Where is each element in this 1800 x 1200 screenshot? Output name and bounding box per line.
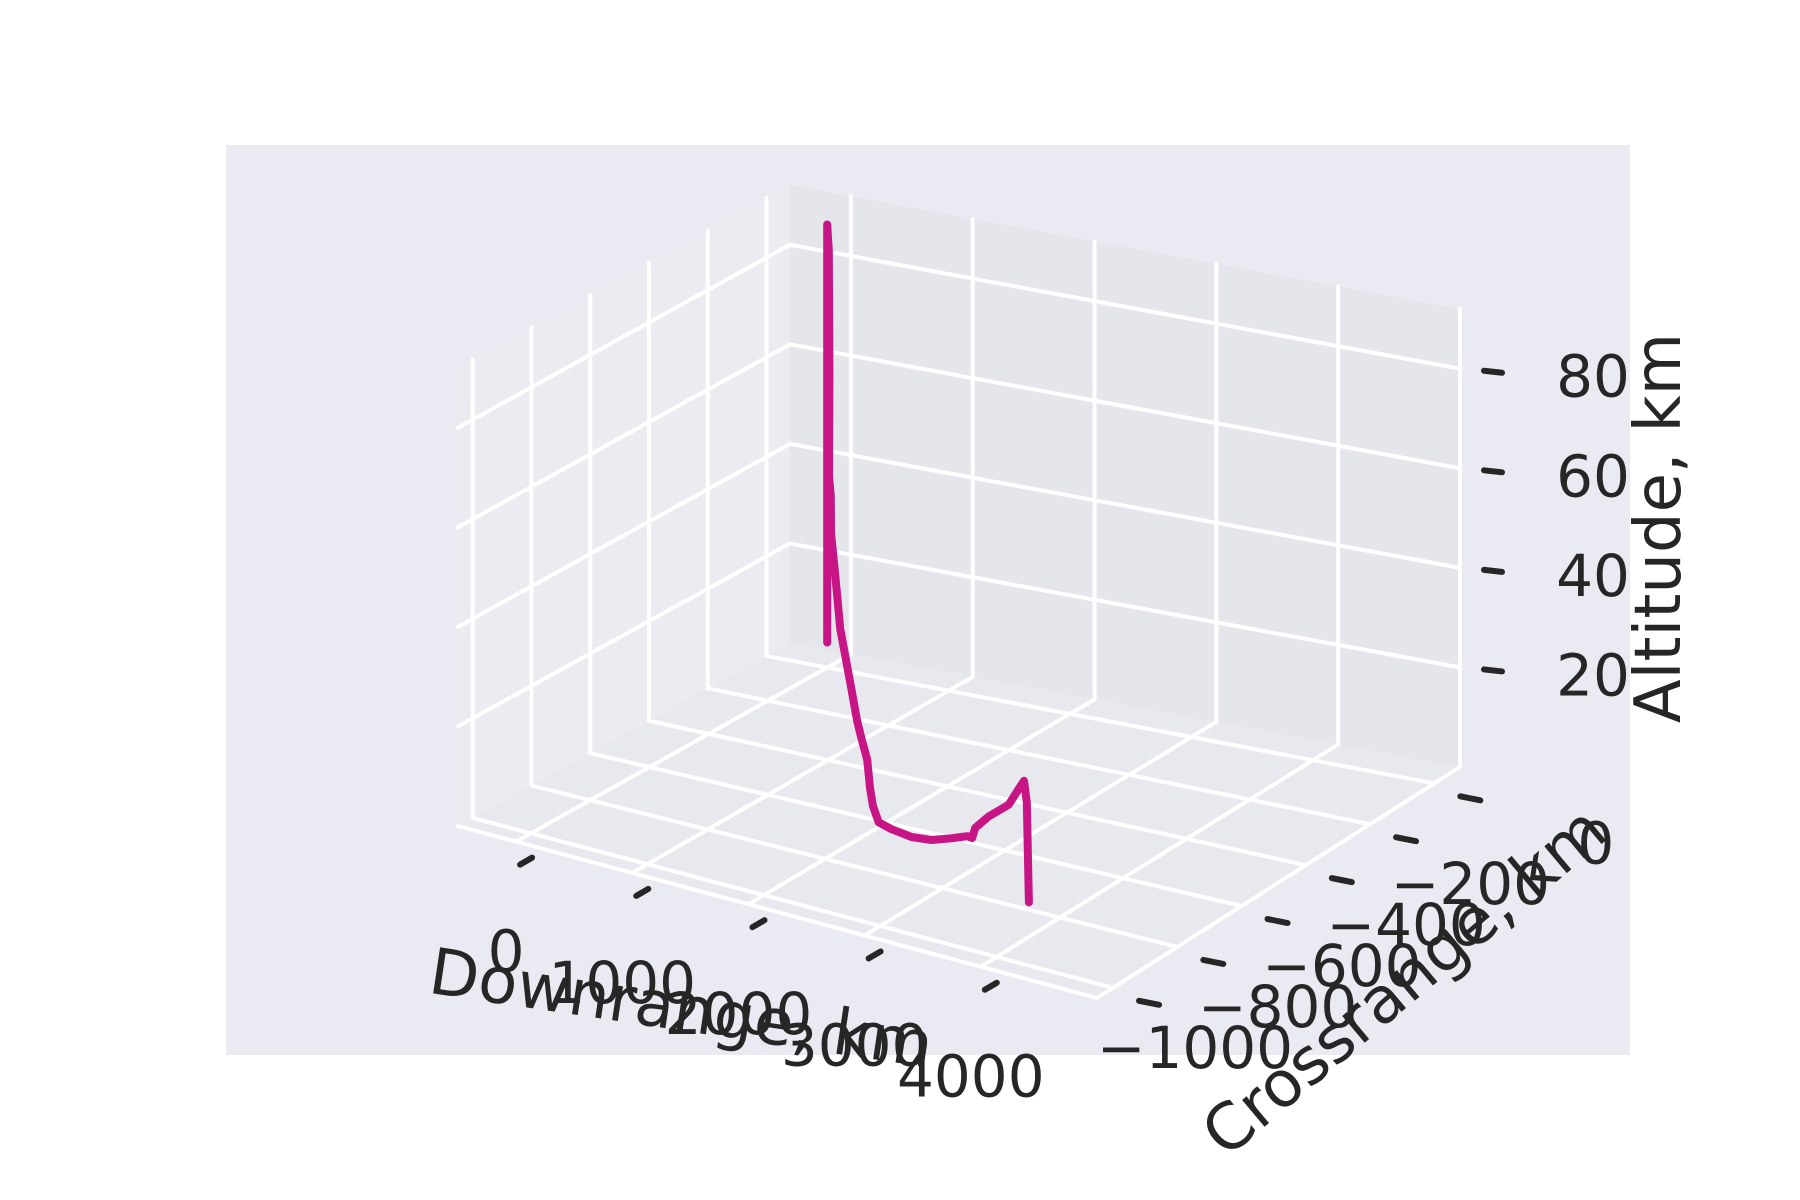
z-gridline-left [456,541,792,729]
y-tick-label: −1000 [1097,1014,1293,1082]
y-gridline-floor [646,718,1308,868]
x-gridline-floor [630,674,975,875]
y-tick-label: −400 [1326,891,1485,959]
y-axis-edge [1095,765,1462,1000]
x-tick-mark [865,948,884,962]
z-tick-label: 20 [1556,641,1630,709]
x-tick-mark [749,917,768,931]
z-axis-label: Altitude, km [1622,333,1696,723]
z-gridline-left [456,342,792,530]
y-tick-label: −600 [1262,932,1421,1000]
y-tick-mark [1457,793,1484,804]
back-pane [790,185,1460,767]
grid-lines [456,194,1462,1000]
z-tick-label: 80 [1556,343,1630,411]
z-tick-mark [1481,367,1505,376]
x-tick-label: 3000 [781,1011,929,1079]
y-tick-mark [1328,875,1355,886]
z-gridline-left [456,242,792,430]
z-gridline-back [788,441,1462,570]
y-gridline-floor [588,751,1244,909]
x-gridline-floor [514,652,853,844]
x-tick-label: 4000 [897,1043,1045,1111]
y-gridline-floor [764,653,1437,786]
y-tick-label: −200 [1391,850,1550,918]
x-tick-label: 0 [488,918,525,986]
z-tick-mark [1481,566,1505,575]
y-tick-mark [1393,834,1420,845]
y-gridline-floor [470,815,1116,990]
x-axis-edge [456,824,1099,1000]
z-tick-mark [1481,666,1505,675]
x-tick-mark [517,854,536,868]
x-tick-mark [981,979,1000,993]
y-tick-label: −800 [1198,973,1357,1041]
y-gridline-floor [529,783,1180,949]
z-gridline-back [788,541,1462,670]
x-tick-label: 1000 [548,949,696,1017]
z-gridline-back [788,342,1462,471]
x-gridline-floor [862,719,1219,938]
y-tick-mark [1264,916,1291,927]
y-gridline-floor [705,686,1373,827]
series-layer [823,220,1033,907]
z-tick-label: 40 [1556,542,1630,610]
x-tick-mark [633,885,652,899]
tick-marks [517,367,1505,1008]
z-tick-mark [1481,467,1505,476]
z-tick-label: 60 [1556,442,1630,510]
y-tick-mark [1200,956,1227,967]
x-gridline-floor [978,742,1341,969]
trajectory-line [823,220,1033,907]
z-gridline-back [788,242,1462,371]
x-gridline-floor [746,697,1097,907]
z-gridline-left [456,441,792,629]
x-tick-label: 2000 [665,980,813,1048]
y-tick-label: 0 [1577,809,1614,877]
y-tick-mark [1136,997,1163,1008]
